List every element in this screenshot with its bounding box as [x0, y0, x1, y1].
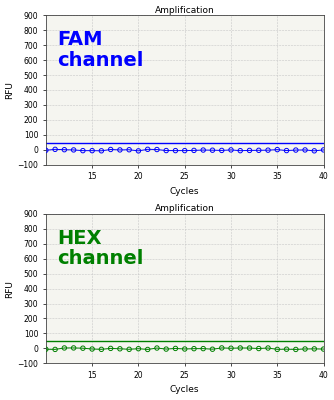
X-axis label: Cycles: Cycles — [170, 187, 199, 196]
Point — [136, 148, 141, 154]
Point — [265, 147, 271, 153]
Point — [136, 346, 141, 352]
Point — [312, 346, 317, 352]
Point — [256, 147, 262, 154]
Point — [312, 148, 317, 154]
Point — [219, 147, 224, 154]
Point — [247, 147, 252, 154]
Point — [200, 147, 206, 153]
Point — [237, 345, 243, 351]
Point — [256, 345, 262, 352]
Point — [127, 346, 132, 352]
Point — [99, 148, 104, 154]
Point — [200, 346, 206, 352]
Y-axis label: RFU: RFU — [6, 280, 15, 298]
Point — [191, 346, 197, 352]
Point — [219, 345, 224, 351]
Point — [247, 345, 252, 351]
Point — [173, 345, 178, 352]
Point — [99, 346, 104, 352]
Point — [164, 346, 169, 352]
Point — [62, 345, 67, 351]
Point — [284, 147, 289, 154]
Point — [80, 148, 86, 154]
Point — [275, 146, 280, 153]
Point — [154, 345, 160, 351]
Point — [52, 346, 58, 353]
Point — [52, 146, 58, 152]
Point — [228, 147, 234, 153]
Point — [302, 346, 308, 352]
Point — [275, 346, 280, 352]
Point — [108, 146, 113, 153]
Point — [210, 346, 215, 352]
Point — [80, 345, 86, 351]
Point — [90, 148, 95, 154]
Point — [117, 346, 123, 352]
Point — [228, 345, 234, 352]
Point — [145, 146, 150, 152]
Point — [117, 147, 123, 153]
Point — [71, 345, 76, 351]
Point — [145, 346, 150, 353]
Point — [265, 345, 271, 351]
Y-axis label: RFU: RFU — [6, 81, 15, 99]
Point — [191, 147, 197, 154]
Point — [43, 346, 48, 352]
X-axis label: Cycles: Cycles — [170, 386, 199, 394]
Title: Amplification: Amplification — [155, 6, 214, 14]
Point — [43, 147, 48, 154]
Point — [173, 148, 178, 154]
Point — [210, 147, 215, 153]
Point — [321, 346, 326, 352]
Point — [293, 346, 299, 353]
Point — [154, 146, 160, 153]
Point — [302, 147, 308, 153]
Point — [108, 345, 113, 352]
Point — [127, 146, 132, 153]
Point — [293, 147, 299, 153]
Text: HEX
channel: HEX channel — [57, 229, 143, 268]
Point — [71, 147, 76, 153]
Point — [90, 346, 95, 352]
Point — [321, 147, 326, 153]
Point — [62, 146, 67, 153]
Point — [284, 346, 289, 352]
Point — [182, 346, 187, 352]
Point — [237, 148, 243, 154]
Point — [182, 148, 187, 154]
Text: FAM
channel: FAM channel — [57, 30, 143, 70]
Title: Amplification: Amplification — [155, 204, 214, 213]
Point — [164, 147, 169, 154]
